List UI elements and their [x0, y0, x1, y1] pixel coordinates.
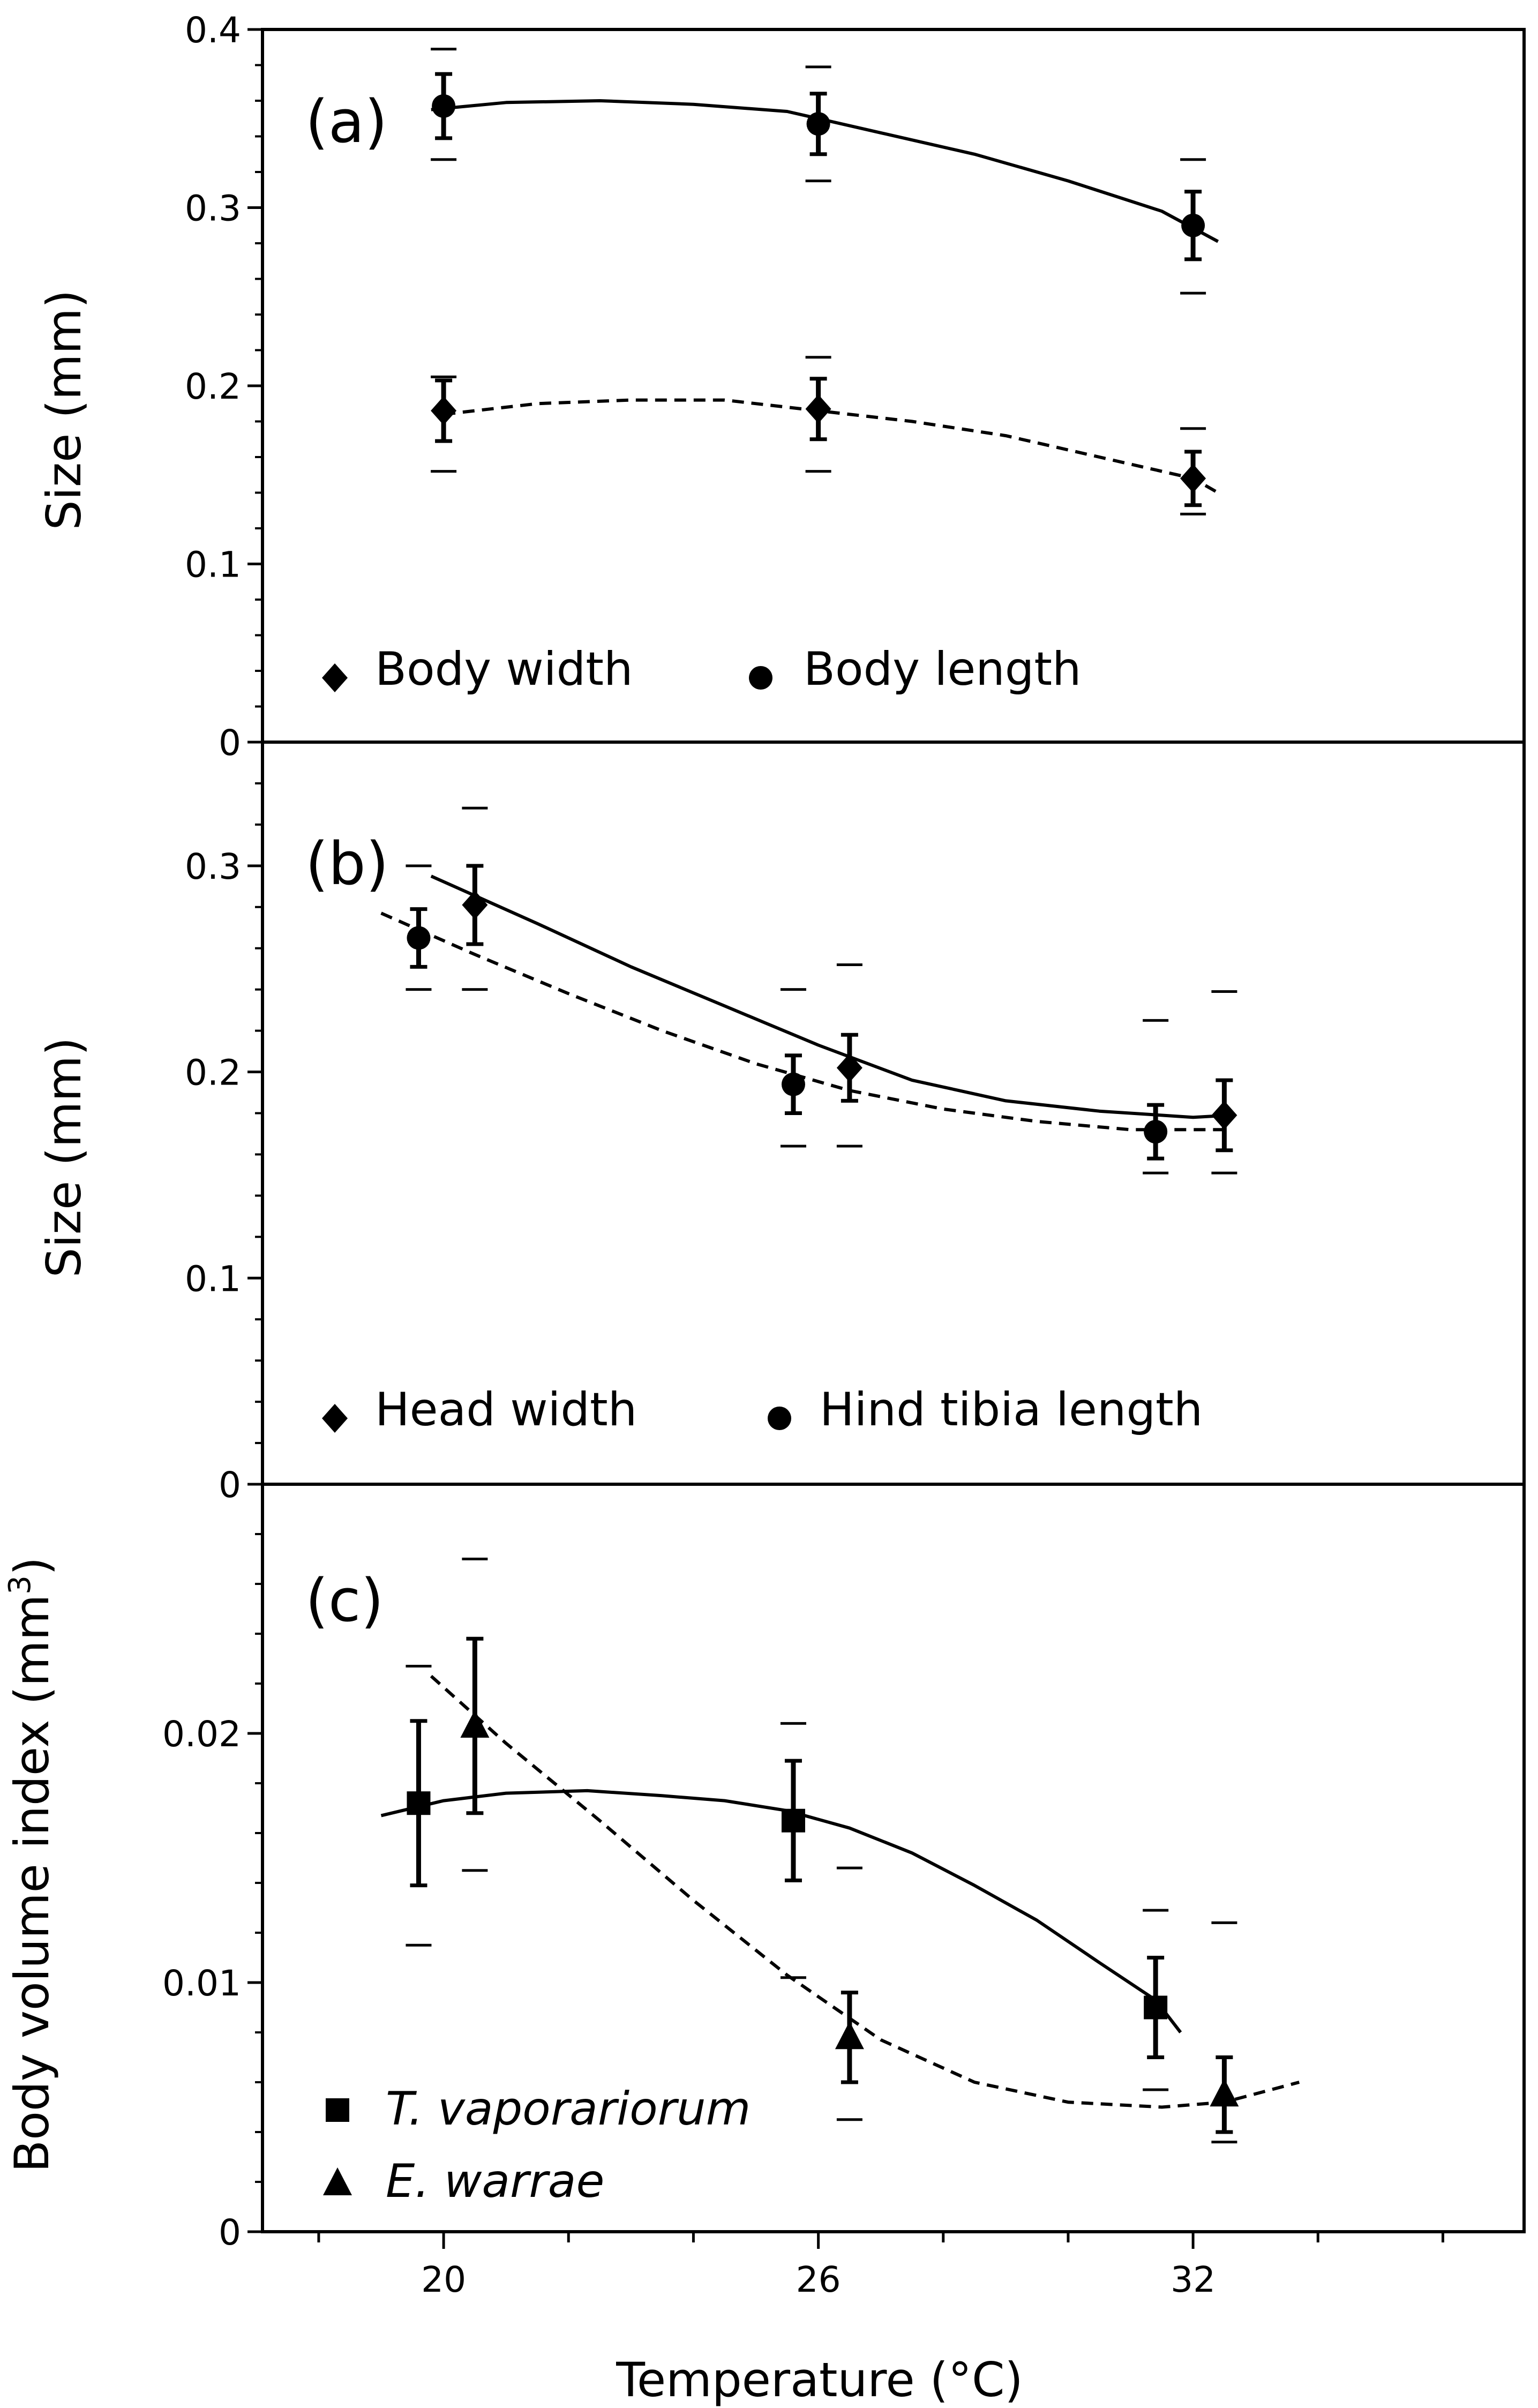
panel-c-series-1-point [1210, 2078, 1239, 2107]
panel-b-ytick-label: 0.3 [185, 846, 241, 887]
panel-a-legend-marker-1 [749, 666, 772, 690]
panel-a-ytick-label: 0.1 [185, 544, 241, 586]
panel-c-series-1 [430, 1558, 1300, 2144]
panel-b-legend-marker-1 [768, 1407, 791, 1430]
panel-b-series-0 [430, 806, 1237, 1175]
legend-hind-tibia-length: Hind tibia length [820, 1383, 1203, 1437]
panel-a-series-1-point [806, 112, 830, 136]
panel-c-series-0-point [781, 1808, 805, 1833]
panel-c-legend-marker-1 [323, 2167, 352, 2195]
panel-b-tag: (b) [305, 829, 389, 898]
panel-c-ylabel-end: ) [4, 1557, 59, 1575]
panel-a-series-1-point [1181, 213, 1205, 237]
panel-a-tag: (a) [305, 87, 387, 156]
panel-c-frame [261, 1483, 1526, 2233]
panel-c-ylabel: Body volume index (mm3) [3, 1557, 59, 2173]
panel-b-ytick-label: 0.1 [185, 1258, 241, 1299]
panel-c-legend: T. vaporariorum E. warrae [386, 2082, 751, 2208]
chart-marks [322, 48, 1300, 2195]
panel-b-series-0-fit-line [430, 874, 1231, 1119]
panel-c-series-1-fit-line [430, 1674, 1300, 2109]
panel-a-ylabel: Size (mm) [36, 290, 92, 530]
panel-a-series-0-point [431, 396, 457, 425]
panel-b-series-0-point [462, 890, 488, 919]
panel-c-ylabel-sup: 3 [3, 1575, 37, 1595]
legend-t-vaporariorum: T. vaporariorum [386, 2082, 751, 2136]
panel-c-series-0-fit-line [380, 1789, 1182, 2033]
panel-b-legend: Head width Hind tibia length [375, 1383, 1203, 1437]
panel-c-ytick-label: 0.01 [162, 1963, 241, 2004]
panel-b-ytick-label: 0 [219, 1464, 241, 1506]
panel-a-ytick-label: 0.2 [185, 366, 241, 407]
panel-c-tag: (c) [305, 1566, 384, 1635]
panel-c-series-0-point [1144, 1995, 1168, 2020]
panel-a-legend-marker-0 [322, 663, 348, 692]
panel-a-series-0 [431, 356, 1219, 515]
panel-a-series-0-point [805, 394, 831, 424]
panel-c-ylabel-main: Body volume index (mm [4, 1595, 59, 2173]
panel-b-legend-marker-0 [322, 1404, 348, 1433]
legend-e-warrae: E. warrae [386, 2155, 604, 2208]
x-axis-tick-label: 20 [421, 2259, 466, 2300]
legend-body-width: Body width [375, 642, 633, 696]
panel-b-ylabel: Size (mm) [36, 1037, 92, 1278]
panel-b-series-0-point [836, 1053, 862, 1082]
panel-a-series-1-fit-line [431, 99, 1219, 243]
panel-b-series-1-fit-line [380, 911, 1225, 1132]
x-axis-tick-label: 26 [796, 2259, 841, 2300]
panel-a-series-0-point [1180, 463, 1206, 493]
panel-a-series-0-fit-line [443, 398, 1219, 495]
panel-a-ytick-label: 0.3 [185, 188, 241, 229]
legend-body-length: Body length [804, 642, 1082, 696]
panel-c-ytick-label: 0 [219, 2212, 241, 2253]
panel-b-series-1-point [407, 926, 431, 950]
panel-b-series-1 [380, 864, 1225, 1175]
panel-c-series-1-point [460, 1710, 490, 1738]
panel-b-series-1-point [1144, 1120, 1168, 1144]
panel-a-ytick-label: 0.4 [185, 10, 241, 51]
panel-c-series-0-point [407, 1791, 431, 1815]
panel-frames: 0 0.1 0.2 0.3 0.4 0 0.1 0.2 0.3 0 0.01 0.02 20 26 32 [162, 10, 1526, 2300]
panel-c-ytick-label: 0.02 [162, 1714, 241, 1755]
x-axis-title: Temperature (°C) [616, 2352, 1023, 2407]
panel-c-series-0 [380, 1664, 1182, 2091]
panel-a-series-1-point [432, 94, 456, 118]
panel-b-series-0-point [1211, 1101, 1237, 1130]
panel-c-series-1-point [835, 2021, 864, 2050]
panel-c-legend-marker-0 [326, 2098, 349, 2122]
panel-a-legend: Body width Body length [375, 642, 1082, 696]
panel-b-ytick-label: 0.2 [185, 1052, 241, 1094]
x-axis-tick-label: 32 [1171, 2259, 1216, 2300]
panel-a-series-1 [431, 48, 1219, 295]
panel-a-ytick-label: 0 [219, 722, 241, 764]
legend-head-width: Head width [375, 1383, 637, 1437]
panel-b-series-1-point [781, 1072, 805, 1096]
panel-b-frame [261, 741, 1526, 1486]
